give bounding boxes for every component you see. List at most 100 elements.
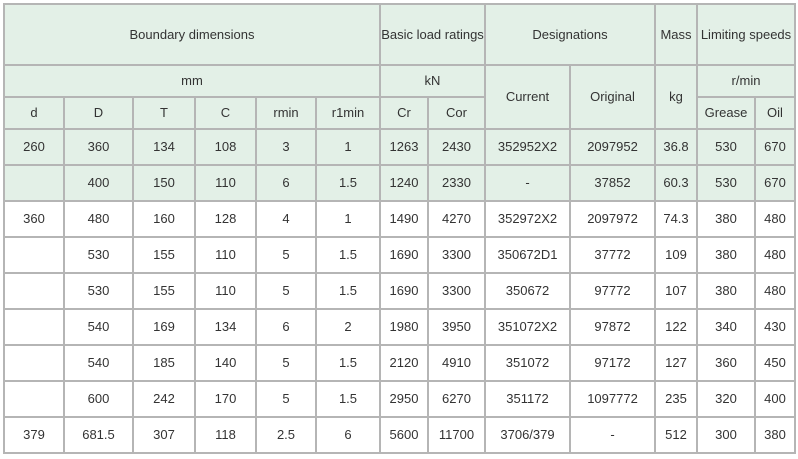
header-current: Current: [484, 64, 571, 130]
table-cell: 352972X2: [484, 200, 571, 238]
table-cell: 5: [255, 236, 317, 274]
table-cell: 155: [132, 272, 196, 310]
header-original: Original: [569, 64, 656, 130]
table-cell: 3950: [427, 308, 486, 346]
table-cell: 134: [132, 128, 196, 166]
unit-mm: mm: [3, 64, 381, 98]
table-cell: 5600: [379, 416, 429, 454]
column-header-d: D: [63, 96, 134, 130]
table-cell: 530: [696, 164, 756, 202]
table-cell: 340: [696, 308, 756, 346]
column-header-rmin: rmin: [255, 96, 317, 130]
table-cell: 2330: [427, 164, 486, 202]
table-cell: 1.5: [315, 272, 381, 310]
table-cell: [3, 164, 65, 202]
table-cell: 128: [194, 200, 257, 238]
table-cell: 4270: [427, 200, 486, 238]
table-cell: 1: [315, 128, 381, 166]
table-cell: 600: [63, 380, 134, 418]
table-cell: 185: [132, 344, 196, 382]
table-cell: 4910: [427, 344, 486, 382]
table-row: 540 185 140 5 1.5 2120 4910 351072 97172 127 360 45…: [3, 344, 796, 382]
table-cell: 1263: [379, 128, 429, 166]
table-cell: 6270: [427, 380, 486, 418]
table-row: 530 155 110 5 1.5 1690 3300 350672 97772 107 380 48…: [3, 272, 796, 310]
column-header-cor: Cor: [427, 96, 486, 130]
table-cell: 97172: [569, 344, 656, 382]
table-cell: 3300: [427, 272, 486, 310]
table-cell: 2950: [379, 380, 429, 418]
table-row: 260 360 134 108 3 1 1263 2430 352952X2 2097952 36.…: [3, 128, 796, 166]
table-cell: 1097772: [569, 380, 656, 418]
table-cell: 300: [696, 416, 756, 454]
table-cell: 1980: [379, 308, 429, 346]
table-cell: 360: [3, 200, 65, 238]
table-cell: 512: [654, 416, 698, 454]
header-basic-load-ratings: Basic load ratings: [379, 3, 486, 66]
table-cell: 380: [754, 416, 796, 454]
table-cell: 97872: [569, 308, 656, 346]
table-cell: 110: [194, 236, 257, 274]
table-cell: 107: [654, 272, 698, 310]
table-cell: 360: [63, 128, 134, 166]
table-cell: 2120: [379, 344, 429, 382]
header-designations: Designations: [484, 3, 656, 66]
table-cell: 1.5: [315, 344, 381, 382]
table-cell: 530: [63, 272, 134, 310]
table-cell: 352952X2: [484, 128, 571, 166]
table-cell: 127: [654, 344, 698, 382]
table-cell: [3, 236, 65, 274]
table-cell: 140: [194, 344, 257, 382]
table-cell: 1690: [379, 236, 429, 274]
column-header-c: C: [194, 96, 257, 130]
table-cell: 530: [63, 236, 134, 274]
table-cell: 480: [754, 236, 796, 274]
table-cell: 6: [255, 164, 317, 202]
column-header-oil: Oil: [754, 96, 796, 130]
table-cell: 5: [255, 380, 317, 418]
table-row: 379 681.5 307 118 2.5 6 5600 11700 3706/379-512 3…: [3, 416, 796, 454]
table-row: 360 480 160 128 4 1 1490 4270 352972X2 2097972 74.…: [3, 200, 796, 238]
table-cell: 379: [3, 416, 65, 454]
table-cell: 681.5: [63, 416, 134, 454]
table-cell: 1.5: [315, 380, 381, 418]
table-cell: 480: [63, 200, 134, 238]
header-mass: Mass: [654, 3, 698, 66]
table-cell: 670: [754, 164, 796, 202]
table-cell: [3, 308, 65, 346]
table-cell: 60.3: [654, 164, 698, 202]
column-header-cr: Cr: [379, 96, 429, 130]
table-cell: 1240: [379, 164, 429, 202]
table-cell: 97772: [569, 272, 656, 310]
table-cell: 11700: [427, 416, 486, 454]
table-cell: 36.8: [654, 128, 698, 166]
table-cell: 380: [696, 272, 756, 310]
table-cell: 160: [132, 200, 196, 238]
table-cell: 351172: [484, 380, 571, 418]
table-cell: 540: [63, 344, 134, 382]
table-cell: 3706/379: [484, 416, 571, 454]
table-cell: 6: [255, 308, 317, 346]
table-cell: 74.3: [654, 200, 698, 238]
table-cell: 108: [194, 128, 257, 166]
table-cell: 530: [696, 128, 756, 166]
table-row: 540 169 134 6 2 1980 3950 351072X2 97872 122 340 43…: [3, 308, 796, 346]
table-cell: 118: [194, 416, 257, 454]
table-cell: 1490: [379, 200, 429, 238]
table-cell: 4: [255, 200, 317, 238]
table-cell: 37852: [569, 164, 656, 202]
table-cell: 37772: [569, 236, 656, 274]
table-cell: 350672D1: [484, 236, 571, 274]
table-cell: -: [569, 416, 656, 454]
table-cell: 480: [754, 200, 796, 238]
bearing-spec-table: Boundary dimensions Basic load ratings D…: [3, 3, 796, 454]
header-limiting-speeds: Limiting speeds: [696, 3, 796, 66]
table-cell: 320: [696, 380, 756, 418]
table-cell: [3, 272, 65, 310]
table-row: 400 150 110 6 1.5 1240 2330-37852 60.3 530 670: [3, 164, 796, 202]
table-cell: 1: [315, 200, 381, 238]
table-cell: 155: [132, 236, 196, 274]
table-cell: 540: [63, 308, 134, 346]
table-cell: [3, 344, 65, 382]
table-cell: 235: [654, 380, 698, 418]
